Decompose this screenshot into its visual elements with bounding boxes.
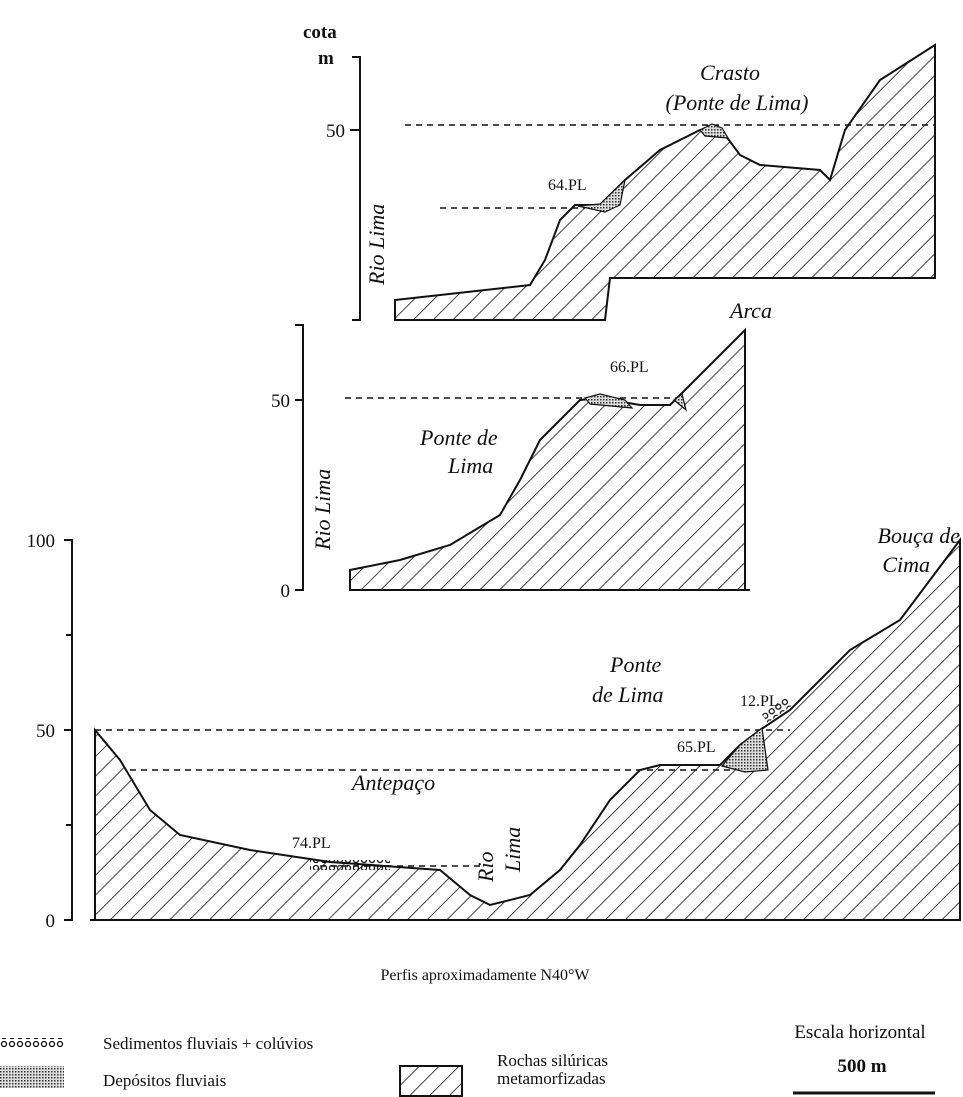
place-label: Ponte de — [419, 425, 498, 450]
caption: Perfis aproximadamente N40°W — [381, 967, 591, 984]
terrain — [350, 330, 745, 590]
river-label: Rio — [473, 851, 498, 883]
legend-swatch — [0, 1066, 64, 1088]
place-label: Crasto — [700, 60, 760, 85]
sample-label: 74.PL — [292, 835, 331, 852]
tick-label: 50 — [326, 121, 345, 142]
river-label: Rio Lima — [310, 469, 335, 551]
sample-label: 12.PL — [740, 693, 779, 710]
axis — [295, 325, 303, 590]
tick-label: 50 — [271, 391, 290, 412]
summit-label: Bouça de — [878, 523, 961, 548]
legend-swatch — [0, 1038, 64, 1048]
axis — [352, 57, 360, 320]
scale-length: 500 m — [837, 1056, 886, 1077]
axis-title: cota — [303, 22, 337, 43]
tick-label: 50 — [36, 721, 55, 742]
sample-label: 64.PL — [548, 177, 587, 194]
valley-label: Antepaço — [350, 770, 435, 795]
river-label: Rio Lima — [364, 204, 389, 286]
sample-label: 65.PL — [677, 739, 716, 756]
tick-label: 0 — [46, 911, 56, 932]
place-label: Lima — [447, 453, 493, 478]
terrain — [395, 45, 935, 320]
place-label: Ponte — [609, 652, 662, 677]
axis-unit: m — [318, 48, 334, 69]
place-label: de Lima — [592, 682, 664, 707]
legend: Sedimentos fluviais + colúvios Depósitos… — [0, 1022, 935, 1096]
summit-label: Arca — [728, 298, 772, 323]
legend-label: Rochas silúricas — [497, 1051, 608, 1070]
tick-label: 0 — [281, 581, 291, 602]
place-label: (Ponte de Lima) — [666, 90, 809, 115]
tick-label: 100 — [27, 531, 56, 552]
scale-title: Escala horizontal — [794, 1022, 925, 1043]
summit-label: Cima — [882, 552, 930, 577]
legend-label: metamorfizadas — [497, 1069, 606, 1088]
profile-top: cota m 50 Rio Lima Crasto (Ponte de Lima… — [303, 22, 935, 320]
diagram: cota m 50 Rio Lima Crasto (Ponte de Lima… — [0, 0, 963, 1097]
river-label: Lima — [500, 827, 525, 873]
profile-middle: 50 0 Rio Lima Ponte de Lima 66.PL Arca — [271, 298, 772, 602]
sediment — [310, 860, 390, 870]
deposit — [700, 124, 728, 138]
legend-label: Depósitos fluviais — [103, 1071, 226, 1090]
sample-label: 66.PL — [610, 359, 649, 376]
legend-swatch — [400, 1066, 462, 1096]
deposit — [722, 728, 768, 772]
legend-label: Sedimentos fluviais + colúvios — [103, 1034, 313, 1053]
